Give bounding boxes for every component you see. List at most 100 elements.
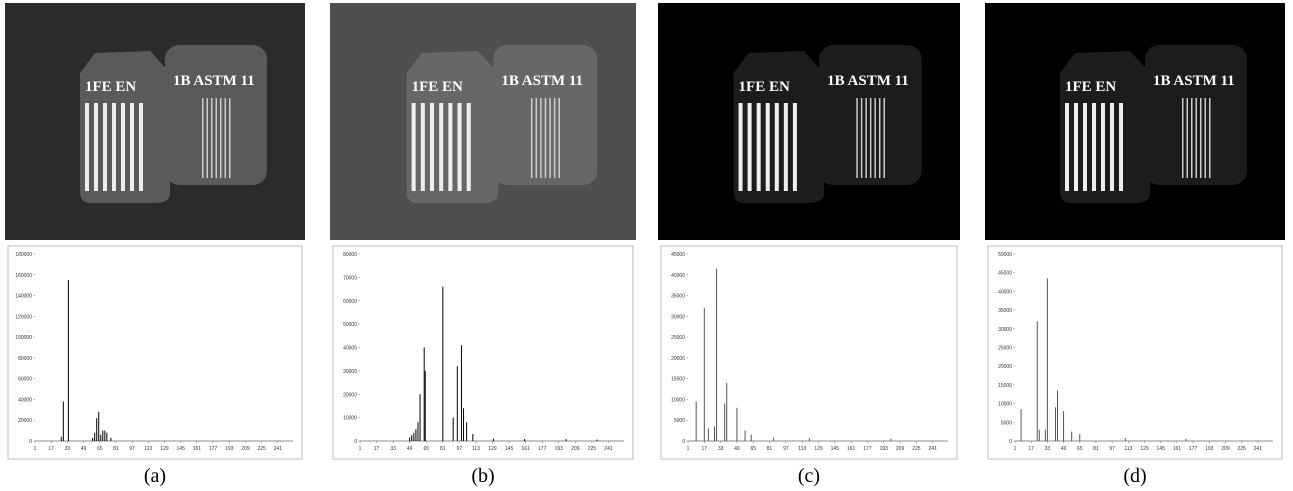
bar-pattern — [783, 103, 788, 191]
y-tick-label: 0 — [354, 439, 357, 445]
photo-label: 1B ASTM 11 — [173, 73, 255, 89]
bar — [1036, 321, 1038, 441]
bar-pattern — [139, 103, 143, 191]
bar — [98, 411, 100, 441]
bar — [96, 418, 98, 441]
y-tick-label: 15000 — [998, 383, 1012, 389]
x-tick-label: 33 — [1045, 446, 1051, 452]
bar — [104, 430, 106, 441]
bar-pattern — [1186, 98, 1188, 178]
y-tick-label: 60000 — [18, 377, 32, 383]
y-tick-label: 180000 — [15, 252, 32, 258]
photo: 1FE EN 1B ASTM 11 — [330, 3, 636, 240]
y-tick-label: 80000 — [18, 356, 32, 362]
photo: 1FE EN 1B ASTM 11 — [658, 3, 960, 240]
bar — [463, 408, 465, 441]
bar-pattern — [206, 98, 208, 178]
bar-pattern — [112, 103, 116, 191]
bar — [750, 434, 752, 441]
photo-label: 1FE EN — [85, 79, 136, 95]
x-tick-label: 97 — [129, 446, 135, 452]
bar-pattern — [1101, 103, 1105, 191]
x-tick-label: 113 — [144, 446, 152, 452]
bar-pattern — [224, 98, 226, 178]
x-tick-label: 1 — [687, 446, 690, 452]
chart-frame — [660, 245, 958, 460]
bar-pattern — [1074, 103, 1078, 191]
x-tick-label: 81 — [113, 446, 119, 452]
x-tick-label: 193 — [1205, 446, 1214, 452]
x-tick-label: 177 — [1189, 446, 1198, 452]
bar — [94, 432, 96, 441]
bar-pattern — [860, 98, 863, 178]
bar-pattern — [429, 103, 435, 191]
bar-pattern — [420, 103, 425, 191]
bar — [67, 279, 69, 441]
bar — [466, 422, 468, 441]
x-tick-label: 161 — [1173, 446, 1182, 452]
bar — [1038, 429, 1040, 441]
bar-pattern — [878, 98, 881, 178]
bar — [92, 437, 94, 441]
x-tick-label: 161 — [521, 446, 530, 452]
bar — [60, 436, 62, 441]
x-tick-label: 97 — [783, 446, 789, 452]
y-tick-label: 10000 — [343, 416, 357, 422]
bar — [493, 438, 495, 441]
y-tick-label: 25000 — [671, 335, 685, 341]
y-tick-label: 20000 — [18, 418, 32, 424]
bar-pattern — [558, 98, 560, 178]
bar-pattern — [1209, 98, 1211, 178]
y-tick-label: 45000 — [671, 252, 685, 258]
bar-pattern — [466, 103, 471, 191]
y-tick-label: 160000 — [15, 273, 32, 279]
x-tick-label: 241 — [274, 446, 283, 452]
x-tick-label: 1 — [34, 446, 37, 452]
x-tick-label: 113 — [472, 446, 480, 452]
bar — [707, 428, 709, 441]
y-tick-label: 40000 — [343, 346, 357, 352]
bar — [1079, 434, 1081, 441]
y-tick-label: 30000 — [998, 327, 1012, 333]
photo-label: 1FE EN — [412, 79, 463, 95]
bar — [460, 345, 462, 441]
bar-pattern — [215, 98, 217, 178]
bar-pattern — [211, 98, 213, 178]
x-tick-label: 193 — [880, 446, 889, 452]
y-tick-label: 80000 — [343, 252, 357, 258]
photo-label: 1FE EN — [739, 79, 790, 95]
x-tick-label: 65 — [423, 446, 429, 452]
chart-frame — [7, 245, 303, 460]
y-tick-label: 20000 — [343, 392, 357, 398]
bar-pattern — [535, 98, 538, 178]
x-tick-label: 209 — [1221, 446, 1230, 452]
x-tick-label: 241 — [929, 446, 938, 452]
x-tick-label: 33 — [65, 446, 71, 452]
bar — [1054, 407, 1056, 441]
bar — [62, 401, 64, 441]
bar — [716, 268, 718, 441]
bar-pattern — [869, 98, 872, 178]
y-tick-label: 5000 — [674, 418, 685, 424]
x-tick-label: 129 — [814, 446, 823, 452]
bar — [773, 437, 775, 441]
bar-pattern — [220, 98, 222, 178]
bar-pattern — [553, 98, 556, 178]
bar-pattern — [1182, 98, 1184, 178]
bar — [452, 417, 454, 441]
x-tick-label: 129 — [160, 446, 169, 452]
x-tick-label: 145 — [177, 446, 186, 452]
x-tick-label: 49 — [734, 446, 740, 452]
photo-label: 1FE EN — [1065, 79, 1116, 95]
bar — [415, 429, 417, 441]
y-tick-label: 15000 — [671, 377, 685, 383]
x-tick-label: 113 — [798, 446, 806, 452]
y-tick-label: 0 — [29, 439, 32, 445]
y-tick-label: 50000 — [343, 322, 357, 328]
bar — [409, 437, 411, 441]
y-tick-label: 100000 — [15, 335, 32, 341]
photo-label: 1B ASTM 11 — [501, 73, 583, 89]
bar — [1071, 431, 1073, 441]
x-tick-label: 193 — [555, 446, 564, 452]
